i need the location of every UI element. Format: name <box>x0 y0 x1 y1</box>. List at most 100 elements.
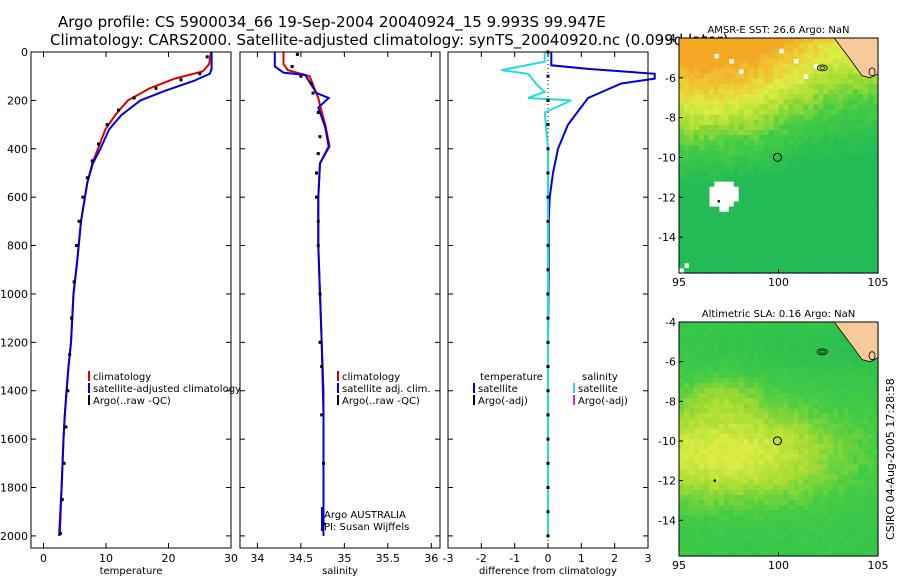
map-cell <box>818 140 824 146</box>
map-cell <box>768 403 775 410</box>
map-cell <box>703 155 710 162</box>
map-cell <box>703 150 710 157</box>
map-cell <box>708 68 715 75</box>
map-cell <box>833 216 839 223</box>
map-cell <box>838 459 844 466</box>
map-cell <box>788 89 795 95</box>
map-cell <box>703 357 710 364</box>
map-cell <box>748 403 755 410</box>
map-cell <box>873 145 879 151</box>
map-cell <box>838 109 844 116</box>
map-cell <box>773 520 780 527</box>
map-cell <box>818 165 824 172</box>
map-cell <box>718 89 725 95</box>
map-cell <box>778 545 785 552</box>
map-cell <box>853 201 859 208</box>
map-cell <box>873 500 879 506</box>
map-cell <box>748 342 755 349</box>
map-cell <box>798 489 804 496</box>
map-cell <box>788 175 795 182</box>
map-cell <box>688 428 695 435</box>
map-cell <box>718 221 725 228</box>
map-cell <box>703 109 710 116</box>
map-cell <box>828 196 834 203</box>
series-line-1 <box>273 52 331 536</box>
map-cell <box>773 418 780 425</box>
map-cell <box>838 99 844 106</box>
map-x-tick-label: 95 <box>672 276 686 289</box>
map-cell <box>758 500 765 506</box>
map-cell <box>828 38 834 44</box>
map-cell <box>798 459 804 466</box>
map-cell <box>713 257 720 264</box>
map-cell <box>733 247 740 254</box>
map-cell <box>679 459 685 466</box>
map-cell <box>738 357 745 364</box>
map-cell <box>743 48 750 54</box>
map-cell <box>713 459 720 466</box>
map-cell <box>843 257 849 264</box>
map-y-tick-label: -4 <box>665 32 676 45</box>
map-cell <box>723 94 730 100</box>
map-cell <box>733 165 740 172</box>
map-cell <box>873 383 879 389</box>
map-cell <box>698 494 705 501</box>
map-cell <box>763 377 770 384</box>
map-cell <box>833 94 839 100</box>
map-cell <box>868 550 874 557</box>
map-cell <box>768 540 775 547</box>
map-cell <box>793 262 799 269</box>
map-cell <box>728 322 735 328</box>
map-cell <box>838 398 844 404</box>
map-cell <box>743 383 750 389</box>
map-cell <box>793 211 799 218</box>
map-cell <box>808 78 814 85</box>
map-cell <box>813 525 819 532</box>
map-cell <box>758 206 765 213</box>
map-cell <box>853 232 859 238</box>
map-cell <box>688 535 695 542</box>
map-cell <box>798 99 804 106</box>
map-cell <box>693 494 700 501</box>
map-cell <box>858 383 864 389</box>
map-cell <box>788 58 795 65</box>
map-cell <box>833 372 839 379</box>
map-cell <box>823 63 829 70</box>
map-cell <box>838 520 844 527</box>
map-cell <box>683 327 690 333</box>
map-cell <box>873 160 879 167</box>
map-cell <box>798 525 804 532</box>
map-cell <box>858 89 864 95</box>
map-cell <box>823 535 829 542</box>
map-cell <box>758 140 765 146</box>
map-cell <box>838 479 844 486</box>
map-cell <box>783 211 790 218</box>
map-cell <box>798 413 804 420</box>
map-cell <box>818 43 824 49</box>
map-cell <box>748 352 755 359</box>
map-cell <box>683 510 690 516</box>
map-cell <box>783 398 790 404</box>
map-cell <box>733 58 740 65</box>
map-cell <box>763 170 770 177</box>
map-cell <box>753 357 760 364</box>
map-cell <box>698 196 705 203</box>
map-cell <box>813 211 819 218</box>
map-cell <box>853 89 859 95</box>
map-cell <box>788 252 795 259</box>
map-cell <box>679 327 685 333</box>
map-cell <box>713 73 720 80</box>
map-cell <box>828 347 834 354</box>
map-cell <box>848 545 854 552</box>
map-cell <box>823 155 829 162</box>
map-cell <box>758 474 765 481</box>
map-cell <box>748 357 755 364</box>
map-cell <box>778 525 785 532</box>
map-cell <box>818 129 824 136</box>
map-cell <box>728 109 735 116</box>
map-cell <box>838 175 844 182</box>
map-cell <box>798 38 804 44</box>
map-cell <box>873 418 879 425</box>
map-cell <box>813 500 819 506</box>
map-cell <box>763 140 770 146</box>
